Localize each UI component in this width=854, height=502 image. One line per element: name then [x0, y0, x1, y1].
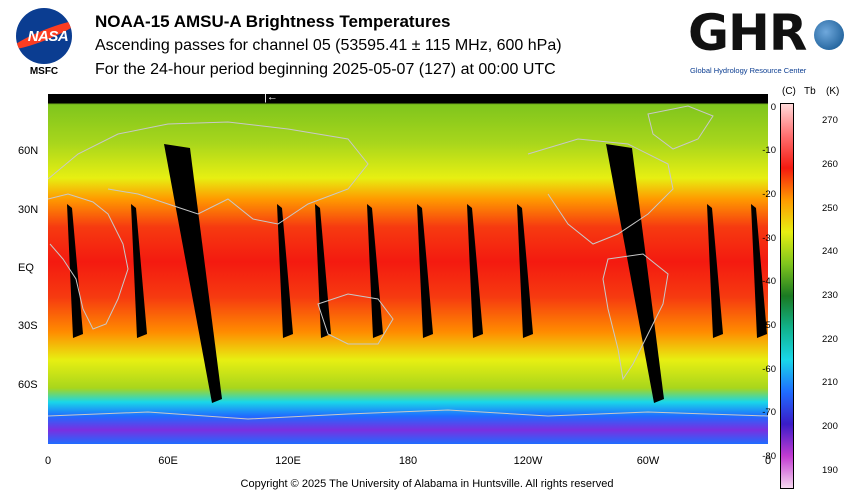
colorbar-kelvin-tick: 240 [822, 246, 838, 258]
colorbar-gradient [781, 104, 793, 488]
colorbar-kelvin-tick: 200 [822, 420, 838, 432]
colorbar-celsius-tick: -50 [762, 319, 776, 331]
title-block: NOAA-15 AMSU-A Brightness Temperatures A… [95, 10, 562, 82]
coastline-greenland [647, 105, 714, 150]
coastline-antarctica [48, 409, 768, 420]
lat-label: 60S [18, 378, 38, 391]
missing-swath [467, 204, 483, 338]
colorbar-celsius-tick: -20 [762, 188, 776, 200]
missing-swath [367, 204, 383, 338]
lon-label: 180 [398, 455, 418, 467]
colorbar-kelvin-tick: 220 [822, 333, 838, 345]
missing-swath [131, 204, 147, 338]
channel-subtitle: Ascending passes for channel 05 (53595.4… [95, 37, 562, 54]
missing-swath [315, 204, 331, 338]
missing-swath [277, 204, 293, 338]
missing-data-swaths [67, 144, 767, 403]
colorbar-celsius-tick: -80 [762, 450, 776, 462]
colorbar-celsius-tick: 0 [770, 101, 776, 113]
colorbar-header-k: (K) [826, 86, 840, 97]
coastline-south-america [602, 253, 669, 381]
brightness-temperature-map: |← [48, 94, 768, 444]
coastline-eurasia [48, 121, 369, 225]
msfc-label: MSFC [29, 66, 59, 77]
colorbar [780, 103, 794, 489]
colorbar-header-c: (C) [782, 86, 796, 97]
colorbar-kelvin-tick: 190 [822, 464, 838, 476]
missing-swath [707, 204, 723, 338]
missing-swath [751, 204, 767, 338]
colorbar-kelvin-tick: 250 [822, 202, 838, 214]
period-subtitle: For the 24-hour period beginning 2025-05… [95, 61, 556, 78]
coastlines [48, 105, 768, 420]
lat-label: EQ [18, 262, 34, 274]
lon-label: 0 [44, 455, 52, 467]
colorbar-kelvin-tick: 260 [822, 159, 838, 171]
colorbar-kelvin-tick: 230 [822, 290, 838, 301]
lon-label: 120E [275, 455, 301, 467]
colorbar-celsius-tick: -70 [762, 407, 776, 419]
coastline-africa [48, 193, 129, 330]
missing-swath [67, 204, 83, 338]
lon-label: 60E [158, 455, 178, 467]
lon-label: 120W [513, 455, 543, 467]
globe-icon [814, 20, 844, 50]
colorbar-celsius-tick: -60 [762, 363, 776, 375]
nasa-msfc-logo: NASA MSFC [12, 8, 76, 77]
coastline-australia [317, 293, 394, 345]
colorbar-celsius-tick: -40 [762, 276, 776, 288]
missing-swath [517, 204, 533, 338]
colorbar-kelvin-tick: 210 [822, 377, 838, 389]
page-title: NOAA-15 AMSU-A Brightness Temperatures [95, 12, 451, 31]
colorbar-kelvin-tick: 270 [822, 115, 838, 127]
arrow-left-icon: |← [264, 94, 278, 103]
copyright: Copyright © 2025 The University of Alaba… [240, 478, 614, 490]
map-canvas: |← [48, 94, 768, 444]
nasa-wordmark: NASA [27, 28, 69, 45]
colorbar-header-tb: Tb [804, 86, 816, 97]
ghrc-wordmark: GHRC [688, 4, 807, 62]
missing-swath [417, 204, 433, 338]
coastline-north-america [527, 138, 674, 245]
lat-label: 30N [18, 203, 39, 216]
lon-label: 60W [636, 455, 660, 467]
colorbar-celsius-tick: -30 [762, 232, 776, 244]
ghrc-subtitle: Global Hydrology Resource Center [690, 66, 807, 75]
colorbar-celsius-tick: -10 [762, 145, 776, 157]
nasa-meatball: NASA [16, 8, 72, 64]
lon-label: 0 [764, 455, 772, 467]
lat-label: 30S [18, 320, 38, 333]
lat-label: 60N [18, 145, 39, 158]
missing-swath [164, 144, 222, 403]
missing-swath [606, 144, 664, 403]
ghrc-logo: GHRC Global Hydrology Resource Center [686, 4, 850, 76]
